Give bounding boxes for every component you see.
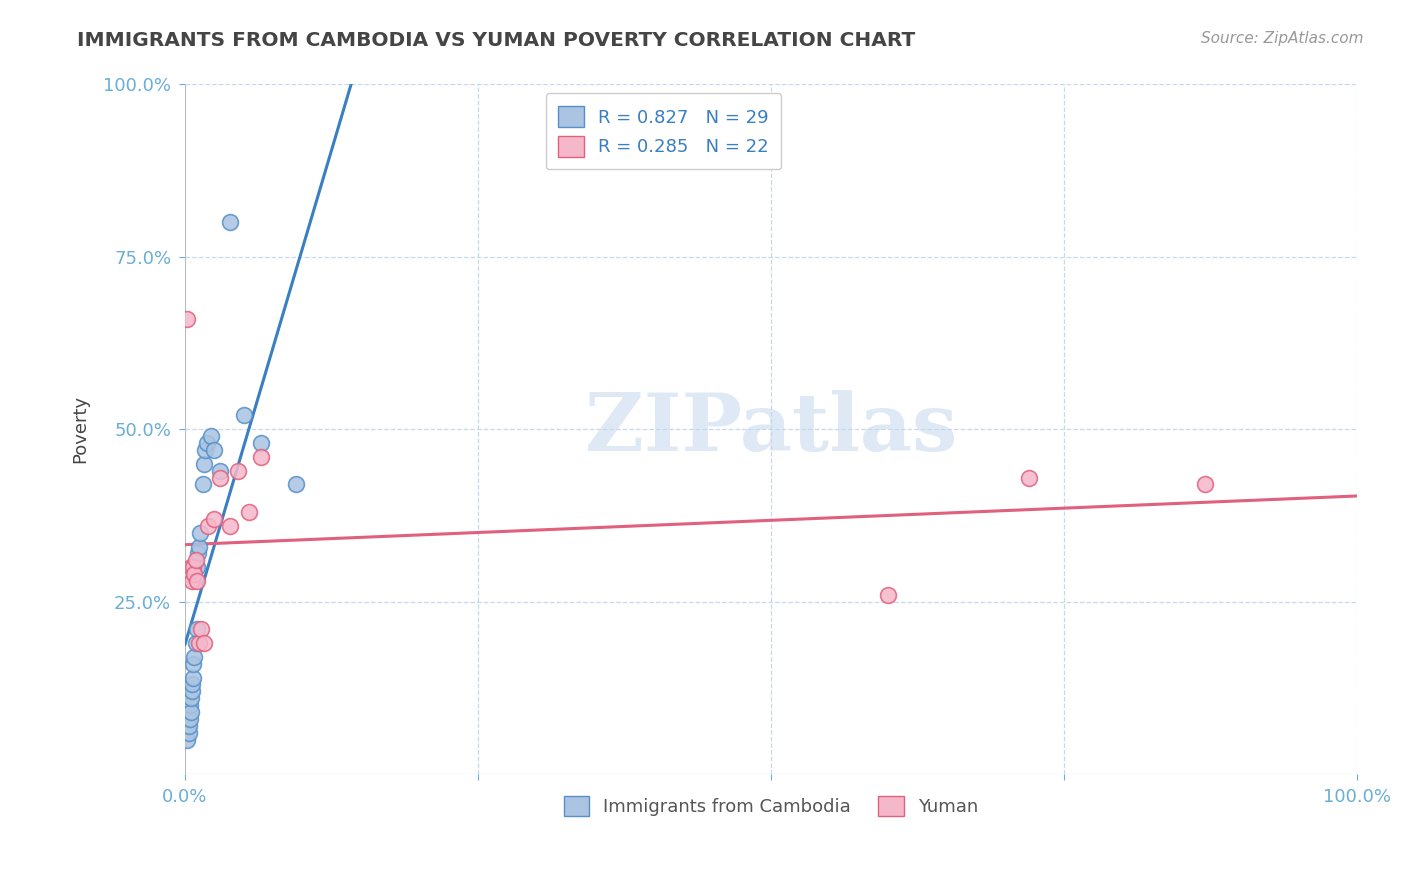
Point [179,567,201,582]
Point [202,442,225,457]
Point [177,719,200,733]
Point [209,464,232,478]
Point [188,525,211,540]
Point [193,636,215,650]
Point [180,560,202,574]
Point [184,636,207,650]
Point [188,540,211,554]
Point [195,436,218,450]
Text: IMMIGRANTS FROM CAMBODIA VS YUMAN POVERTY CORRELATION CHART: IMMIGRANTS FROM CAMBODIA VS YUMAN POVERT… [77,31,915,50]
Point [209,470,232,484]
Point [202,512,225,526]
Point [1018,470,1040,484]
Point [181,677,204,691]
Point [176,312,198,326]
Point [218,215,240,229]
Point [180,691,202,706]
Point [877,588,900,602]
Point [194,442,217,457]
Point [176,732,198,747]
Point [186,574,208,588]
Legend: Immigrants from Cambodia, Yuman: Immigrants from Cambodia, Yuman [557,789,986,823]
Point [226,464,249,478]
Y-axis label: Poverty: Poverty [72,395,89,463]
Point [179,712,201,726]
Point [181,574,204,588]
Point [197,519,219,533]
Point [1194,477,1216,491]
Point [200,429,222,443]
Point [177,725,200,739]
Point [250,436,273,450]
Point [183,567,205,582]
Point [181,684,204,698]
Text: ZIPatlas: ZIPatlas [585,391,957,468]
Point [181,560,204,574]
Point [179,698,201,713]
Text: Source: ZipAtlas.com: Source: ZipAtlas.com [1201,31,1364,46]
Point [187,546,209,560]
Point [184,553,207,567]
Point [218,519,240,533]
Point [190,622,212,636]
Point [181,671,204,685]
Point [232,409,254,423]
Point [285,477,308,491]
Point [193,457,215,471]
Point [186,560,208,574]
Point [238,505,260,519]
Point [180,705,202,719]
Point [191,477,214,491]
Point [183,649,205,664]
Point [181,657,204,671]
Point [186,622,208,636]
Point [188,636,211,650]
Point [177,567,200,582]
Point [250,450,273,464]
